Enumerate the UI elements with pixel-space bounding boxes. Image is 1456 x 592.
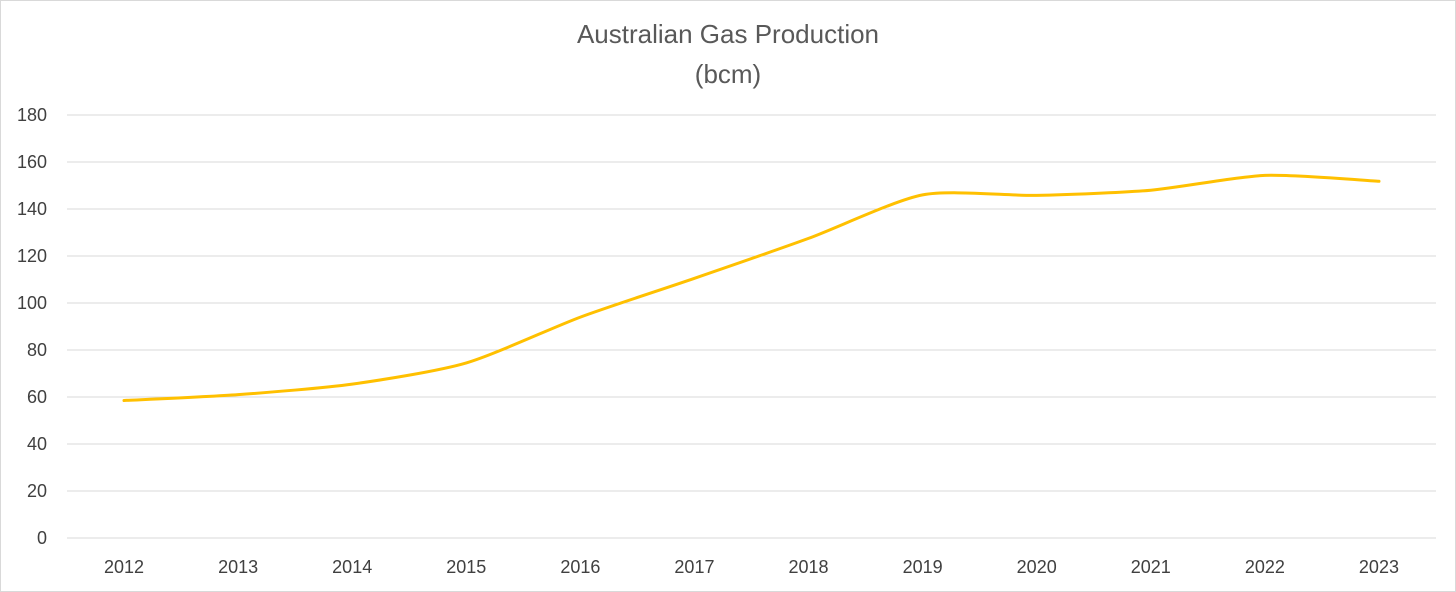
y-tick-label: 40 [27,434,47,454]
x-tick-label: 2015 [446,557,486,577]
x-axis-tick-labels: 2012 2013 2014 2015 2016 2017 2018 2019 2020 2021… [104,557,1399,577]
x-tick-label: 2019 [903,557,943,577]
data-point [122,399,126,403]
x-tick-label: 2021 [1131,557,1171,577]
y-tick-label: 60 [27,387,47,407]
y-tick-label: 120 [17,246,47,266]
x-tick-label: 2022 [1245,557,1285,577]
gridlines [67,114,1436,539]
y-tick-label: 140 [17,199,47,219]
data-point [350,382,354,386]
data-point [1263,173,1267,177]
y-axis-tick-labels: 0 20 40 60 80 100 120 140 160 180 [17,105,47,548]
data-point [236,393,240,397]
data-point [1035,193,1039,197]
y-tick-label: 180 [17,105,47,125]
y-tick-label: 100 [17,293,47,313]
data-point [578,315,582,319]
x-tick-label: 2012 [104,557,144,577]
y-tick-label: 0 [37,528,47,548]
data-point [692,276,696,280]
chart-title: Australian Gas Production [577,19,879,49]
x-tick-label: 2013 [218,557,258,577]
data-point [1377,179,1381,183]
data-point [921,193,925,197]
chart-subtitle: (bcm) [695,59,761,89]
x-tick-label: 2014 [332,557,372,577]
series-lines [122,173,1381,402]
data-point [464,361,468,365]
y-tick-label: 20 [27,481,47,501]
x-tick-label: 2020 [1017,557,1057,577]
y-tick-label: 80 [27,340,47,360]
x-tick-label: 2018 [789,557,829,577]
data-point [807,236,811,240]
y-tick-label: 160 [17,152,47,172]
x-tick-label: 2023 [1359,557,1399,577]
x-tick-label: 2017 [674,557,714,577]
x-tick-label: 2016 [560,557,600,577]
series-line-0 [122,173,1381,402]
data-point [1149,188,1153,192]
